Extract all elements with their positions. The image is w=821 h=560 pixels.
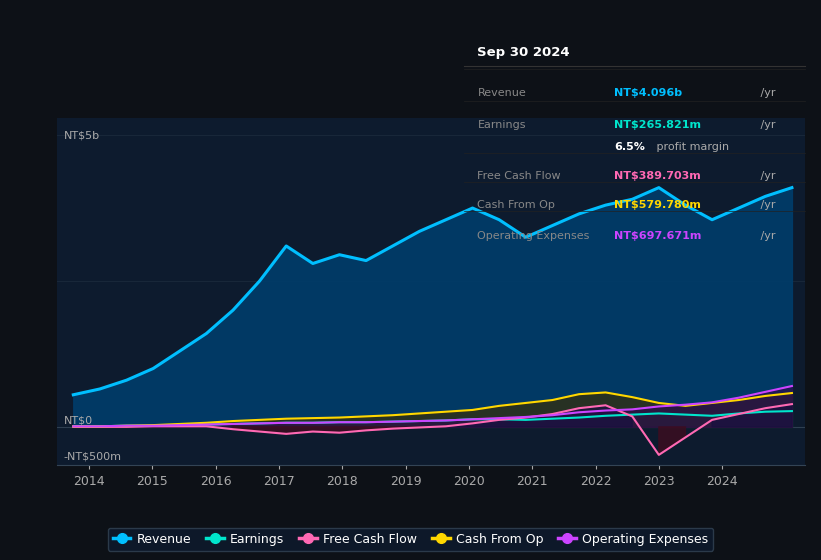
Text: NT$389.703m: NT$389.703m xyxy=(614,171,700,181)
Text: Operating Expenses: Operating Expenses xyxy=(478,231,589,241)
Text: Cash From Op: Cash From Op xyxy=(478,200,555,210)
Text: /yr: /yr xyxy=(757,120,775,130)
Text: -NT$500m: -NT$500m xyxy=(64,451,122,461)
Text: NT$579.780m: NT$579.780m xyxy=(614,200,700,210)
Text: Sep 30 2024: Sep 30 2024 xyxy=(478,46,570,59)
Text: NT$265.821m: NT$265.821m xyxy=(614,120,701,130)
Text: Free Cash Flow: Free Cash Flow xyxy=(478,171,561,181)
Text: Revenue: Revenue xyxy=(478,88,526,98)
Text: /yr: /yr xyxy=(757,231,775,241)
Text: /yr: /yr xyxy=(757,200,775,210)
Text: profit margin: profit margin xyxy=(653,142,729,152)
Text: NT$0: NT$0 xyxy=(64,415,93,425)
Text: NT$697.671m: NT$697.671m xyxy=(614,231,701,241)
Text: NT$5b: NT$5b xyxy=(64,130,100,140)
Text: /yr: /yr xyxy=(757,171,775,181)
Text: 6.5%: 6.5% xyxy=(614,142,644,152)
Text: /yr: /yr xyxy=(757,88,775,98)
Text: Earnings: Earnings xyxy=(478,120,526,130)
Text: NT$4.096b: NT$4.096b xyxy=(614,88,682,98)
Legend: Revenue, Earnings, Free Cash Flow, Cash From Op, Operating Expenses: Revenue, Earnings, Free Cash Flow, Cash … xyxy=(108,528,713,551)
